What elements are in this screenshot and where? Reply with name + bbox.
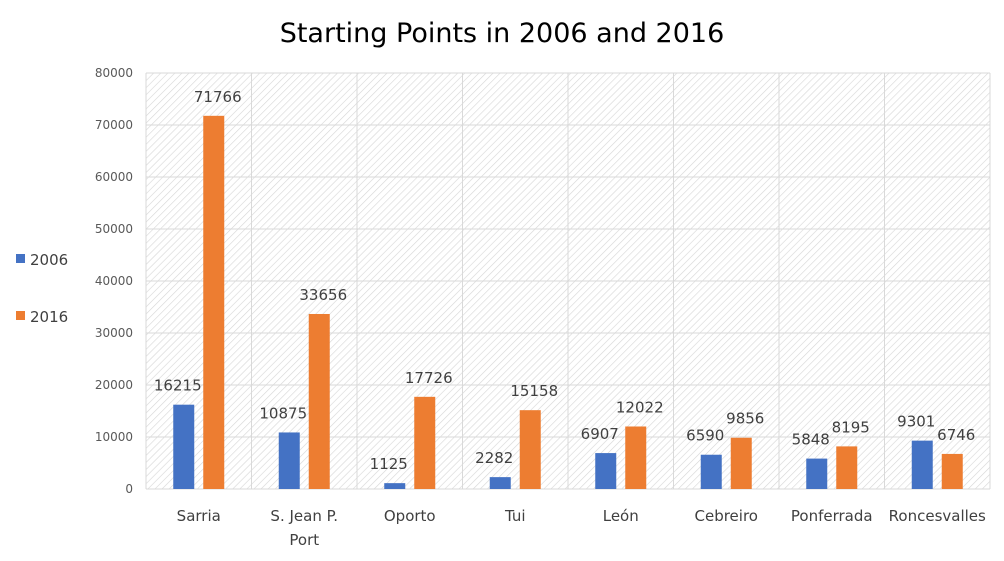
y-tick-label: 40000 [95,274,133,288]
bar-2016 [203,115,225,489]
data-label-2016: 9856 [726,410,764,428]
data-label-2006: 16215 [154,377,202,395]
y-tick-label: 80000 [95,66,133,80]
y-tick-label: 0 [125,482,133,496]
bar-2006 [278,432,300,489]
data-label-2016: 6746 [937,426,975,444]
y-tick-label: 20000 [95,378,133,392]
x-tick-label: Oporto [384,507,436,525]
bar-2016 [941,453,963,489]
data-label-2016: 33656 [299,286,347,304]
bar-2016 [836,446,858,489]
y-tick-label: 70000 [95,118,133,132]
legend-swatch-2006 [16,254,25,263]
legend-swatch-2016 [16,311,25,320]
bar-2006 [595,453,617,489]
data-label-2016: 15158 [510,382,558,400]
data-label-2006: 2282 [475,449,513,467]
y-tick-label: 60000 [95,170,133,184]
x-tick-label: Port [289,531,319,549]
bar-2006 [806,458,828,489]
data-label-2006: 5848 [792,431,830,449]
chart-title: Starting Points in 2006 and 2016 [280,18,725,49]
bar-2006 [384,483,406,489]
x-tick-label: Roncesvalles [889,507,986,525]
bar-2016 [414,396,436,489]
y-tick-label: 10000 [95,430,133,444]
bar-2016 [730,437,752,489]
x-tick-label: Tui [504,507,526,525]
bar-2006 [173,404,195,489]
bar-2016 [519,410,541,489]
legend-label-2006: 2006 [30,251,68,269]
data-label-2006: 10875 [259,404,307,422]
data-label-2016: 71766 [194,88,242,106]
x-tick-label: Cebreiro [695,507,758,525]
x-tick-label: Sarria [177,507,221,525]
x-tick-label: León [603,507,639,525]
data-label-2016: 17726 [405,369,453,387]
data-label-2006: 6590 [686,427,724,445]
data-label-2006: 1125 [370,455,408,473]
data-label-2006: 6907 [581,425,619,443]
bar-2006 [911,440,933,489]
x-tick-label: S. Jean P. [270,507,338,525]
bar-2006 [489,477,511,489]
data-label-2016: 12022 [616,398,664,416]
bar-2016 [625,426,647,489]
data-label-2016: 8195 [832,418,870,436]
x-tick-label: Ponferrada [791,507,873,525]
y-tick-label: 30000 [95,326,133,340]
legend-label-2016: 2016 [30,308,68,326]
bar-2016 [308,313,330,489]
bar-2006 [700,454,722,489]
data-label-2006: 9301 [897,413,935,431]
y-tick-label: 50000 [95,222,133,236]
